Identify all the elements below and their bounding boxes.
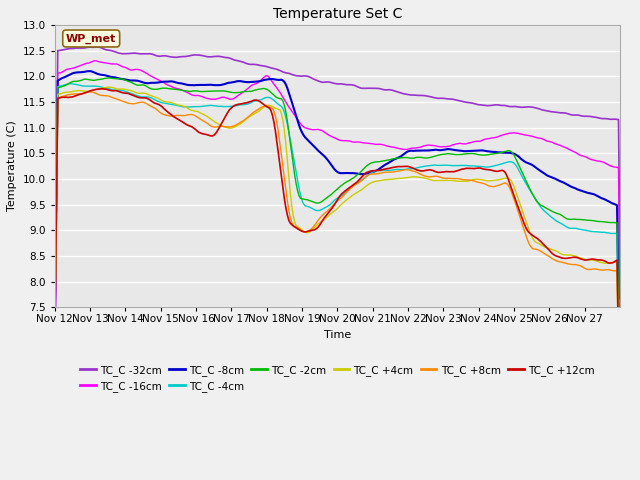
Text: WP_met: WP_met bbox=[66, 34, 116, 44]
Y-axis label: Temperature (C): Temperature (C) bbox=[7, 120, 17, 212]
Title: Temperature Set C: Temperature Set C bbox=[273, 7, 402, 21]
X-axis label: Time: Time bbox=[324, 330, 351, 340]
Legend: TC_C -32cm, TC_C -16cm, TC_C -8cm, TC_C -4cm, TC_C -2cm, TC_C +4cm, TC_C +8cm, T: TC_C -32cm, TC_C -16cm, TC_C -8cm, TC_C … bbox=[76, 360, 598, 396]
